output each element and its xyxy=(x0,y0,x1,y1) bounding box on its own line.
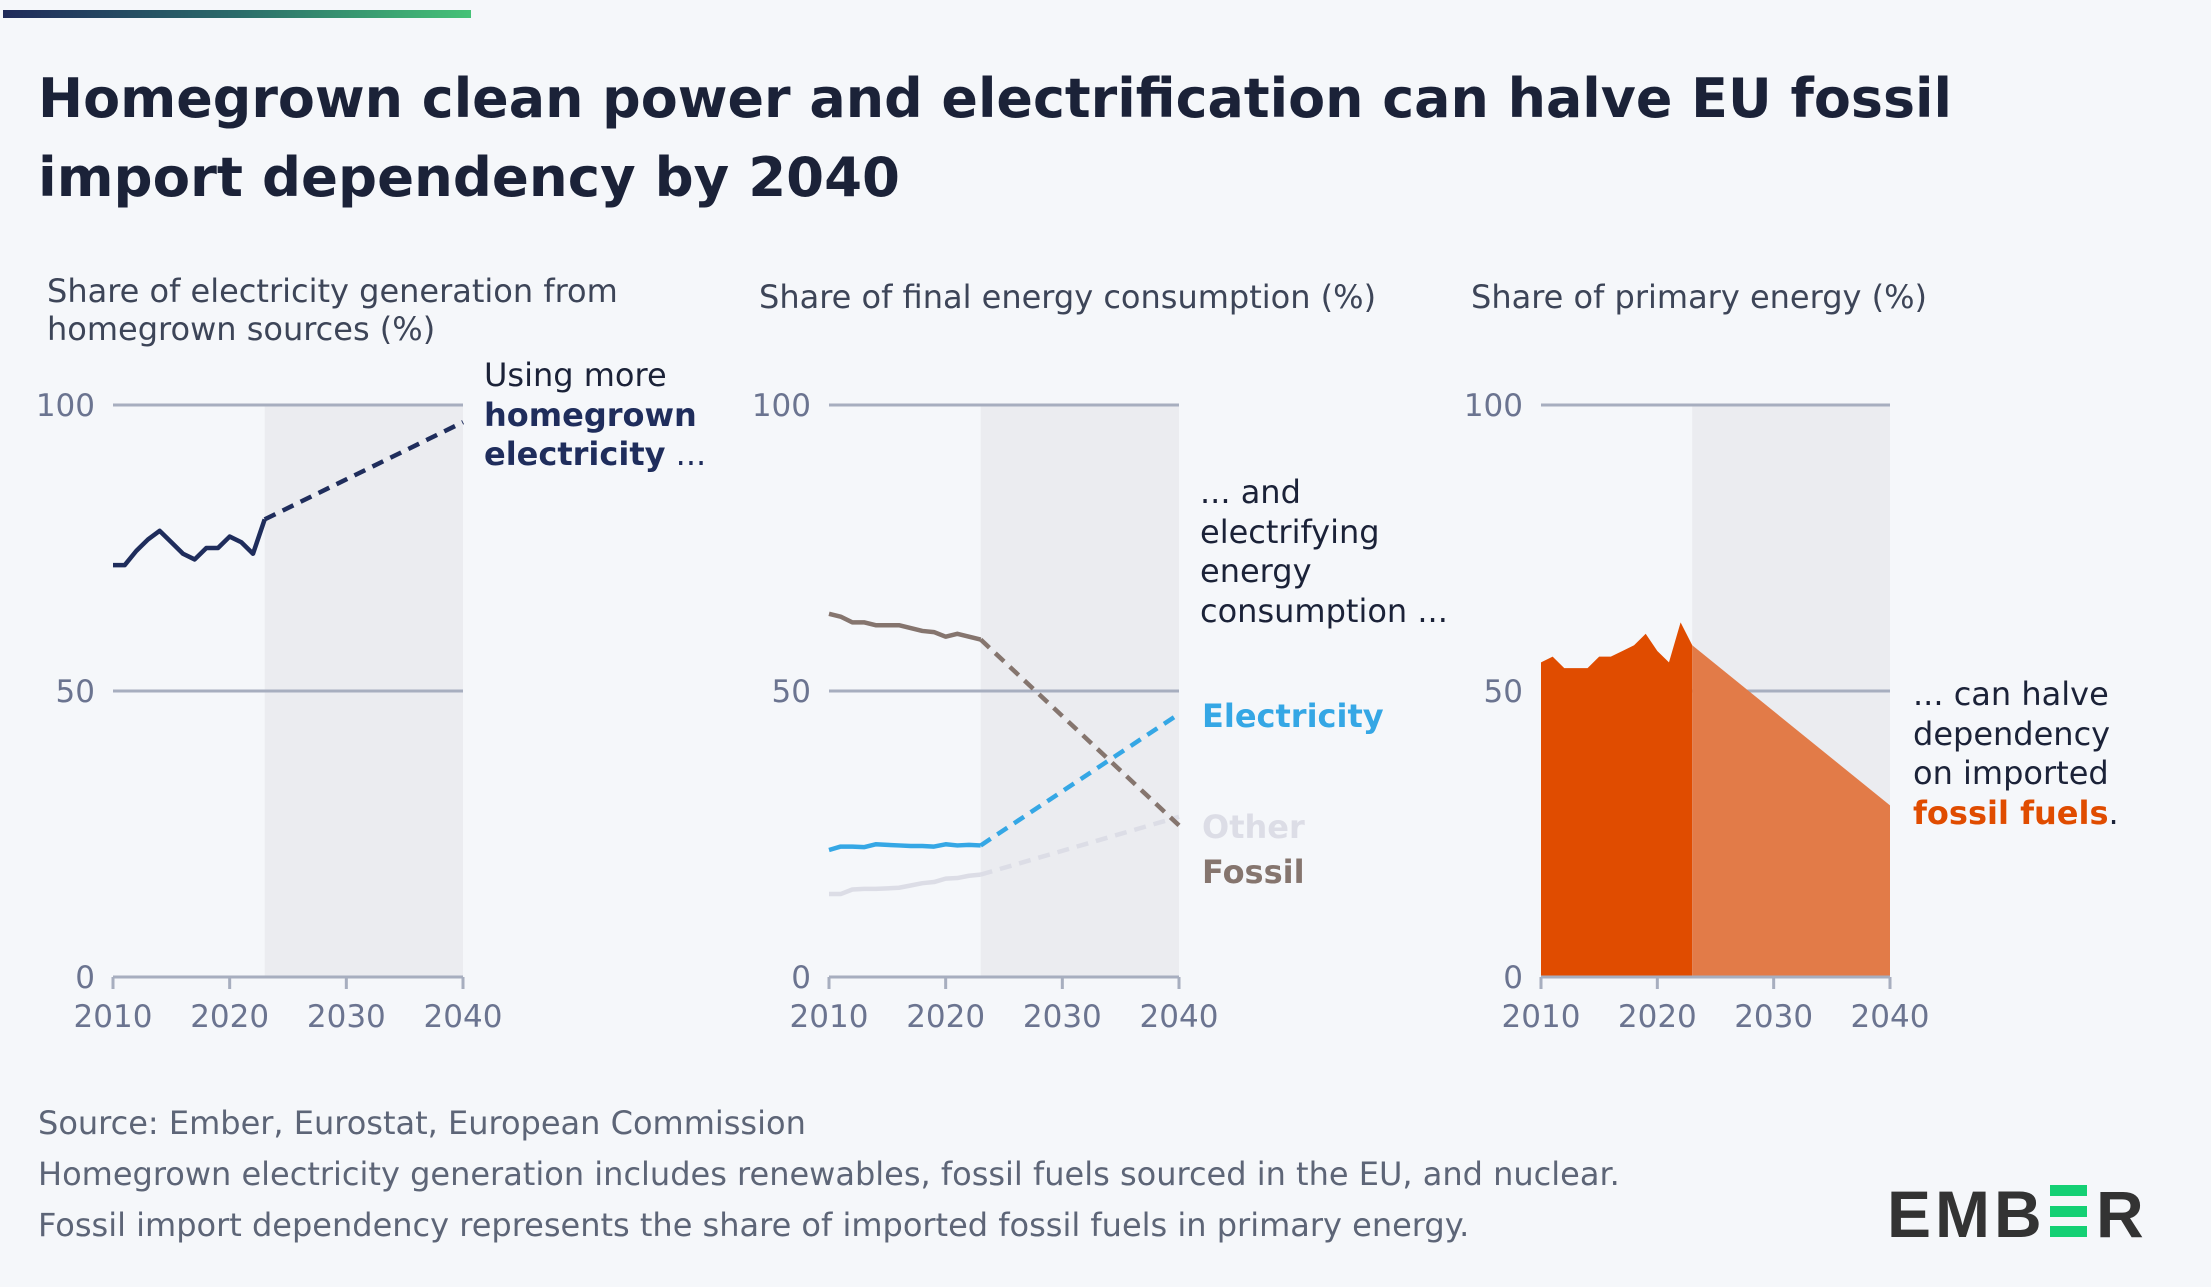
series-label-other: Other xyxy=(1202,808,1305,846)
chart2-annotation: ... and electrifying energy consumption … xyxy=(1200,473,1448,891)
line-historic-other xyxy=(829,872,981,897)
line-historic-electricity xyxy=(828,842,981,853)
series-label-electricity: Electricity xyxy=(1202,697,1384,735)
annotation-text: ... and xyxy=(1200,473,1301,511)
x-tick-label: 2010 xyxy=(790,999,869,1035)
y-tick-label: 100 xyxy=(752,388,811,424)
svg-text:EMB: EMB xyxy=(1887,1177,2046,1251)
area-historic-fossil-imports xyxy=(1541,622,1693,977)
line-projection-homegrown xyxy=(263,420,464,522)
y-tick-label: 100 xyxy=(36,388,95,424)
footnote-1: Homegrown electricity generation include… xyxy=(38,1155,1620,1193)
annotation-text: fossil fuels. xyxy=(1913,794,2119,832)
chart3-title: Share of primary energy (%) xyxy=(1471,278,1927,316)
svg-text:R: R xyxy=(2096,1177,2144,1251)
chart3-annotation: ... can halve dependency on imported fos… xyxy=(1913,675,2119,832)
line-historic-homegrown xyxy=(113,518,267,568)
chart1-title-line-2: homegrown sources (%) xyxy=(47,310,435,348)
y-tick-label: 50 xyxy=(772,674,811,710)
y-tick-label: 50 xyxy=(56,674,95,710)
annotation-period: . xyxy=(2109,794,2119,832)
title-line-2: import dependency by 2040 xyxy=(38,146,900,209)
annotation-text: on imported xyxy=(1913,754,2109,792)
x-tick-label: 2040 xyxy=(1140,999,1219,1035)
accent-bar xyxy=(3,10,471,18)
x-tick-label: 2040 xyxy=(1851,999,1930,1035)
footnote-2: Fossil import dependency represents the … xyxy=(38,1206,1469,1244)
x-tick-label: 2020 xyxy=(1618,999,1697,1035)
annotation-ellipsis: ... xyxy=(665,435,706,473)
ember-logo: EMB R xyxy=(1887,1177,2144,1251)
annotation-text: Using more xyxy=(484,356,667,394)
y-tick-label: 0 xyxy=(791,960,811,996)
annotation-text: energy xyxy=(1200,552,1312,590)
chart2-title: Share of final energy consumption (%) xyxy=(759,278,1376,316)
chart-homegrown-electricity: 0 50 100 2010 2020 2030 2040 xyxy=(36,388,503,1035)
y-tick-label: 50 xyxy=(1484,674,1523,710)
annotation-text: dependency xyxy=(1913,715,2110,753)
x-tick-label: 2030 xyxy=(1023,999,1102,1035)
y-tick-label: 0 xyxy=(75,960,95,996)
logo-accent-e xyxy=(2050,1185,2087,1237)
annotation-text: electricity ... xyxy=(484,435,706,473)
x-tick-label: 2010 xyxy=(74,999,153,1035)
title-line-1: Homegrown clean power and electrificatio… xyxy=(38,67,1952,130)
annotation-highlight: fossil fuels xyxy=(1913,794,2109,832)
series-label-fossil: Fossil xyxy=(1202,853,1305,891)
y-tick-label: 100 xyxy=(1464,388,1523,424)
chart1-annotation: Using more homegrown electricity ... xyxy=(484,356,706,473)
source-text: Source: Ember, Eurostat, European Commis… xyxy=(38,1104,806,1142)
x-tick-label: 2020 xyxy=(190,999,269,1035)
x-tick-label: 2030 xyxy=(1734,999,1813,1035)
annotation-highlight: electricity xyxy=(484,435,666,473)
annotation-text: consumption ... xyxy=(1200,592,1448,630)
area-projected-fossil-imports xyxy=(1692,645,1890,977)
x-tick-label: 2020 xyxy=(906,999,985,1035)
annotation-highlight: homegrown xyxy=(484,396,697,434)
annotation-text: electrifying xyxy=(1200,513,1380,551)
annotation-text: ... can halve xyxy=(1913,675,2109,713)
x-tick-label: 2030 xyxy=(307,999,386,1035)
line-historic-fossil xyxy=(828,611,982,642)
chart-primary-energy: 0 50 100 2010 2020 2030 2040 xyxy=(1464,388,1930,1035)
x-tick-label: 2010 xyxy=(1502,999,1581,1035)
y-tick-label: 0 xyxy=(1503,960,1523,996)
chart-final-energy-consumption: 0 50 100 2010 2020 2030 2040 xyxy=(752,388,1219,1035)
line-projection-other xyxy=(980,814,1180,877)
x-tick-label: 2040 xyxy=(424,999,503,1035)
line-projection-fossil xyxy=(979,637,1181,828)
chart1-title-line-1: Share of electricity generation from xyxy=(47,272,618,310)
